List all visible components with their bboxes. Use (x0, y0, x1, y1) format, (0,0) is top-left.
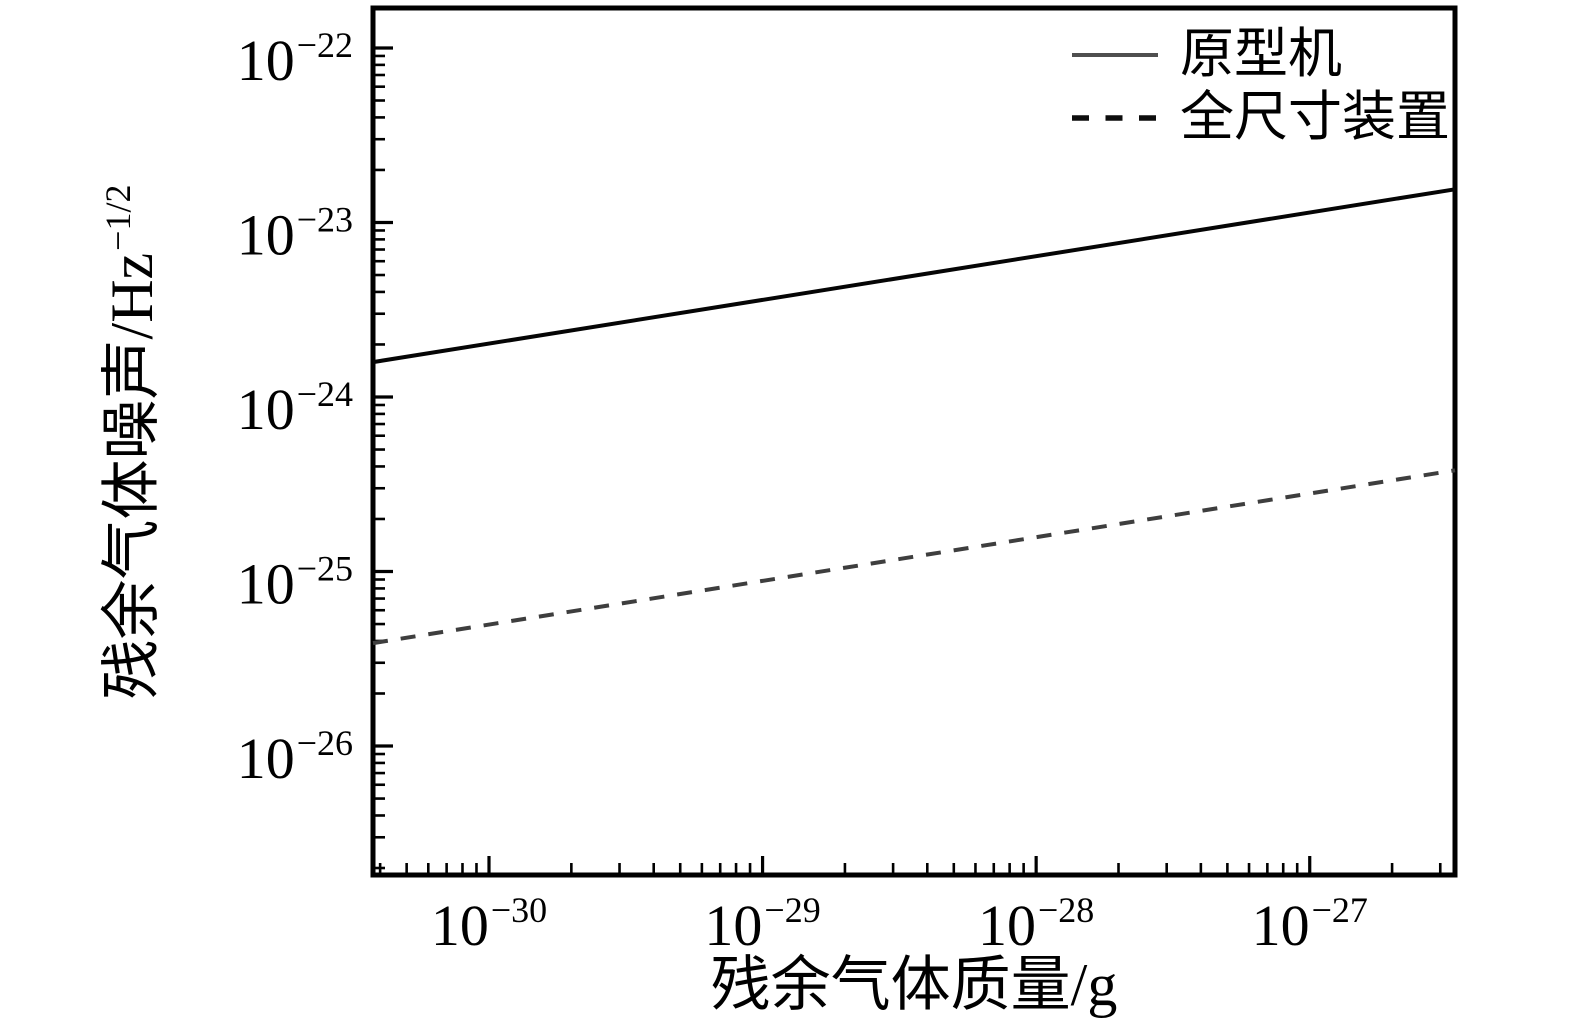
y-axis-ticks (375, 46, 393, 870)
x-axis-ticks (378, 856, 1442, 873)
full-scale-line (372, 468, 1456, 646)
y-axis-tick-labels: 10−22 10−23 10−24 10−25 10−26 (237, 25, 353, 791)
x-tick-label: 10−27 (1252, 890, 1368, 958)
x-tick-label: 10−29 (704, 890, 820, 958)
y-axis-label-base: 残余气体噪声/Hz (99, 253, 165, 700)
legend-label-fullscale: 全尺寸装置 (1180, 87, 1450, 147)
data-lines (372, 187, 1456, 646)
x-tick-label: 10−28 (978, 890, 1094, 958)
y-axis-label: 残余气体噪声/Hz−1/2 (98, 185, 165, 700)
y-axis-label-exponent: −1/2 (98, 185, 138, 251)
legend-label-prototype: 原型机 (1180, 24, 1342, 84)
x-axis-tick-labels: 10−30 10−29 10−28 10−27 (431, 890, 1368, 958)
y-tick-label: 10−22 (237, 25, 353, 93)
y-tick-label: 10−26 (237, 723, 353, 791)
y-tick-label: 10−23 (237, 199, 353, 267)
plot-border (370, 5, 1458, 878)
prototype-line (372, 187, 1456, 365)
legend: 原型机 全尺寸装置 (1072, 24, 1450, 147)
y-tick-label: 10−25 (237, 549, 353, 617)
x-axis-label: 残余气体质量/g (711, 952, 1118, 1018)
y-tick-label: 10−24 (237, 374, 353, 442)
x-tick-label: 10−30 (431, 890, 547, 958)
